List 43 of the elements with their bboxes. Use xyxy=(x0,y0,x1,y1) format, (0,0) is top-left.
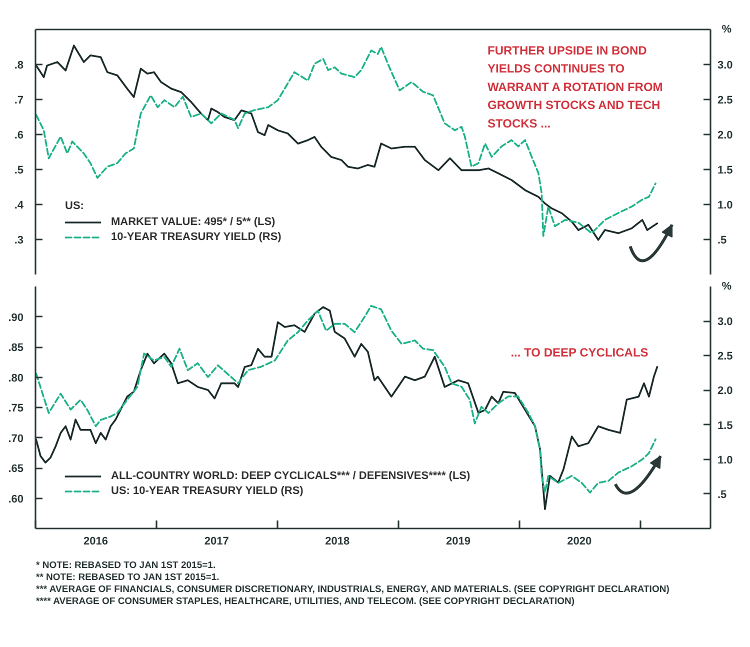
y-tick-label: .5 xyxy=(14,164,24,176)
y2-axis-title: % xyxy=(722,280,732,292)
y2-tick-label: 1.5 xyxy=(718,420,733,432)
legend-title: US: xyxy=(65,200,85,212)
y-tick-label: .4 xyxy=(14,200,24,212)
y-tick-label: .60 xyxy=(8,493,24,506)
legend-label: MARKET VALUE: 495* / 5** (LS) xyxy=(111,215,276,229)
x-tick-label: 2016 xyxy=(84,536,108,548)
x-tick-label: 2018 xyxy=(325,536,350,548)
text: ** NOTE: REBASED TO JAN 1ST 2015=1. xyxy=(36,572,220,584)
y2-tick-label: 3.0 xyxy=(718,60,733,72)
text: * NOTE: REBASED TO JAN 1ST 2015=1. xyxy=(36,560,217,572)
y2-tick-label: 2.5 xyxy=(718,350,733,363)
y-tick-label: .3 xyxy=(14,234,24,246)
y-tick-label: .65 xyxy=(8,463,24,475)
y-tick-label: .90 xyxy=(8,312,24,324)
x-tick-label: 2020 xyxy=(567,536,592,548)
legend-label: ALL-COUNTRY WORLD: DEEP CYCLICALS*** / DEFENSIVES**** (LS) xyxy=(111,469,470,483)
legend-label: US: 10-YEAR TREASURY YIELD (RS) xyxy=(111,484,304,498)
y2-tick-label: 2.0 xyxy=(718,130,733,142)
x-tick-label: 2017 xyxy=(204,536,229,548)
text: *** AVERAGE OF FINANCIALS, CONSUMER DISCRETIONARY, INDUSTRIALS, ENERGY, AND MATERIALS. (SEE COPYRIGHT DECLARATION) xyxy=(36,584,670,596)
y2-tick-label: .5 xyxy=(718,488,727,501)
y-tick-label: .6 xyxy=(14,130,24,142)
y-tick-label: .70 xyxy=(8,432,24,445)
annotation: FURTHER UPSIDE IN BOND YIELDS CONTINUES TO WARRANT A ROTATION FROM GROWTH STOCKS AND TECH STOCKS ... xyxy=(488,44,663,130)
y2-tick-label: 2.5 xyxy=(718,94,733,106)
legend-label: 10-YEAR TREASURY YIELD (RS) xyxy=(111,230,282,244)
y-tick-label: .75 xyxy=(8,402,24,414)
y-tick-label: .85 xyxy=(8,342,24,354)
y2-tick-label: 3.0 xyxy=(718,316,733,328)
x-tick-label: 2019 xyxy=(446,536,470,548)
text: **** AVERAGE OF CONSUMER STAPLES, HEALTHCARE, UTILITIES, AND TELECOM. (SEE COPYRIGHT DECLARATION) xyxy=(36,596,576,608)
y2-tick-label: 1.0 xyxy=(718,200,733,212)
y2-axis-title: % xyxy=(722,24,732,36)
y2-tick-label: 1.0 xyxy=(718,454,733,466)
y-tick-label: .8 xyxy=(14,60,24,72)
y2-tick-label: 1.5 xyxy=(718,164,733,176)
y2-tick-label: 2.0 xyxy=(718,385,733,398)
y2-tick-label: .5 xyxy=(718,234,727,246)
annotation: ... TO DEEP CYCLICALS xyxy=(510,346,648,360)
y-tick-label: .80 xyxy=(8,372,24,384)
y-tick-label: .7 xyxy=(14,94,24,106)
